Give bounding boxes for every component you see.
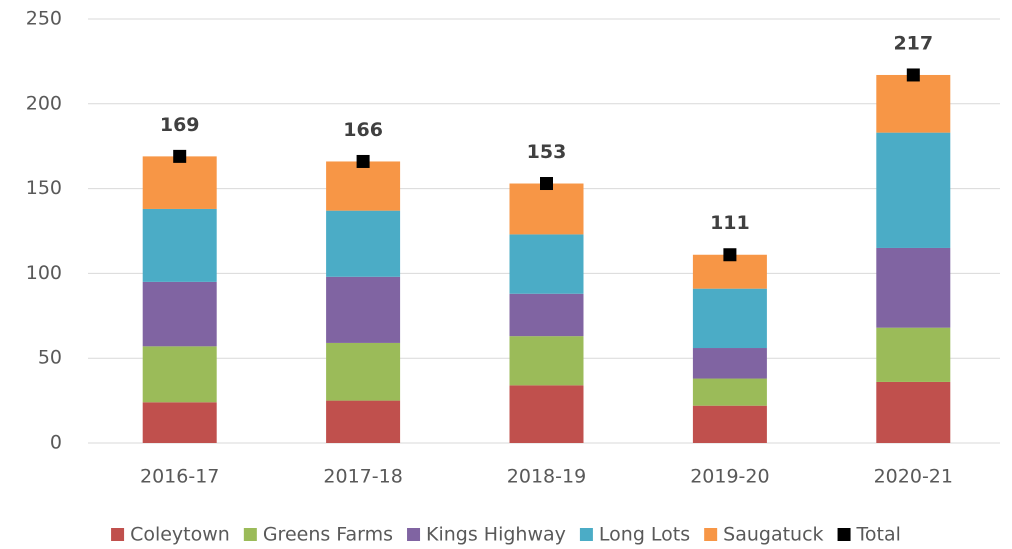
bar-segment [876, 381, 951, 443]
bar-segment [876, 247, 951, 328]
bar-segment [326, 342, 401, 401]
x-tick-label: 2018-19 [507, 466, 586, 488]
total-marker [356, 154, 370, 168]
legend-label: Long Lots [599, 524, 690, 546]
y-tick-label: 50 [38, 347, 62, 369]
bar-segment [692, 288, 767, 349]
y-tick-label: 100 [26, 262, 62, 284]
x-tick-label: 2016-17 [140, 466, 219, 488]
legend-label: Coleytown [130, 524, 230, 546]
data-label: 111 [710, 212, 750, 234]
legend-label: Saugatuck [723, 524, 823, 546]
total-marker [906, 68, 920, 82]
y-tick-label: 150 [26, 177, 62, 199]
legend-swatch [407, 528, 421, 541]
bar-segment [509, 183, 584, 235]
data-label: 153 [527, 141, 567, 163]
legend-swatch [704, 528, 718, 541]
x-tick-label: 2019-20 [690, 466, 769, 488]
total-marker [173, 149, 187, 163]
legend-swatch [579, 528, 593, 541]
bar-segment [692, 378, 767, 406]
bar-segment [326, 210, 401, 277]
bar-segment [876, 327, 951, 382]
bar-segment [509, 385, 584, 443]
bar-segment [142, 281, 217, 347]
bar-segment [142, 346, 217, 403]
legend-swatch [111, 528, 125, 541]
y-tick-label: 250 [26, 8, 62, 30]
bar-segment [692, 405, 767, 443]
data-label: 166 [343, 119, 383, 141]
legend-label: Kings Highway [426, 524, 566, 546]
bar-segment [326, 400, 401, 443]
data-label: 169 [160, 114, 200, 136]
data-label: 217 [893, 32, 933, 54]
x-tick-label: 2020-21 [874, 466, 953, 488]
bar-segment [876, 74, 951, 133]
bar-segment [876, 132, 951, 248]
bar-segment [509, 293, 584, 337]
legend-label: Total [856, 524, 901, 546]
bar-segment [326, 161, 401, 211]
bar-segment [509, 234, 584, 294]
bar-segment [142, 156, 217, 209]
bar-segment [326, 276, 401, 343]
bar-segment [142, 208, 217, 282]
x-tick-label: 2017-18 [323, 466, 402, 488]
legend-swatch [837, 528, 851, 541]
bar-segment [509, 336, 584, 386]
total-marker [723, 248, 737, 262]
legend-swatch [243, 528, 257, 541]
total-marker [540, 177, 553, 191]
y-tick-label: 200 [26, 92, 62, 114]
y-tick-label: 0 [50, 432, 62, 454]
legend-label: Greens Farms [263, 524, 393, 546]
bar-segment [692, 348, 767, 379]
bar-segment [142, 402, 217, 443]
